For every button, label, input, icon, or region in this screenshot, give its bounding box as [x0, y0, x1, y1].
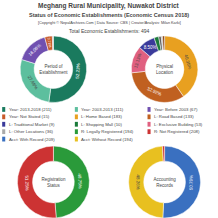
svg-text:40.35%: 40.35%	[183, 54, 192, 70]
svg-text:48.26%: 48.26%	[136, 175, 141, 190]
svg-text:Period ofEstablishment: Period ofEstablishment	[39, 64, 68, 75]
svg-text:Year: Before 2003 (67): Year: Before 2003 (67)	[154, 107, 198, 112]
svg-text:32.92%: 32.92%	[146, 86, 162, 97]
svg-text:PhysicalLocation: PhysicalLocation	[156, 64, 174, 75]
svg-text:13.13%: 13.13%	[133, 53, 142, 69]
svg-text:L: Home Based (183): L: Home Based (183)	[81, 114, 122, 119]
svg-text:27.49%: 27.49%	[27, 75, 39, 91]
svg-text:AccountingRecords: AccountingRecords	[153, 177, 176, 188]
svg-text:R: Not Registered (208): R: Not Registered (208)	[154, 129, 200, 134]
svg-text:Year: 2013-2018 (211): Year: 2013-2018 (211)	[9, 107, 52, 112]
svg-text:Year: Not Stated (15): Year: Not Stated (15)	[9, 114, 50, 119]
svg-text:[Copyright © NepalArchives.Com: [Copyright © NepalArchives.Com | Data So…	[38, 21, 181, 25]
svg-text:Meghang Rural Municipality, Nu: Meghang Rural Municipality, Nuwakot Dist…	[38, 2, 180, 10]
svg-text:L: Shopping Mall (10): L: Shopping Mall (10)	[81, 122, 122, 127]
svg-text:50.79%: 50.79%	[188, 175, 193, 190]
svg-text:Acct: With Record (209): Acct: With Record (209)	[9, 137, 55, 142]
svg-text:16.06%: 16.06%	[28, 43, 42, 57]
svg-text:Status of Economic Establishme: Status of Economic Establishments (Econo…	[29, 12, 189, 18]
svg-text:51.25%: 51.25%	[24, 175, 30, 190]
svg-text:Year: 2003-2013 (111): Year: 2003-2013 (111)	[81, 107, 124, 112]
svg-text:L: Exclusive Building (53): L: Exclusive Building (53)	[154, 122, 203, 127]
svg-text:Acct: Without Record (194): Acct: Without Record (194)	[81, 137, 133, 142]
svg-text:52.23%: 52.23%	[75, 63, 81, 79]
svg-text:3.71%: 3.71%	[46, 37, 52, 48]
svg-text:R: Legally Registered (194): R: Legally Registered (194)	[81, 129, 134, 134]
svg-text:48.75%: 48.75%	[77, 173, 83, 188]
svg-text:L: Traditional Market (9): L: Traditional Market (9)	[9, 122, 55, 127]
svg-text:8.50%: 8.50%	[144, 45, 157, 50]
svg-text:L: Other Locations (36): L: Other Locations (36)	[9, 129, 54, 134]
svg-text:RegistrationStatus: RegistrationStatus	[41, 177, 66, 188]
svg-text:Total Economic Establishments:: Total Economic Establishments: 494	[69, 28, 150, 34]
svg-text:L: Road Based (133): L: Road Based (133)	[154, 114, 194, 119]
